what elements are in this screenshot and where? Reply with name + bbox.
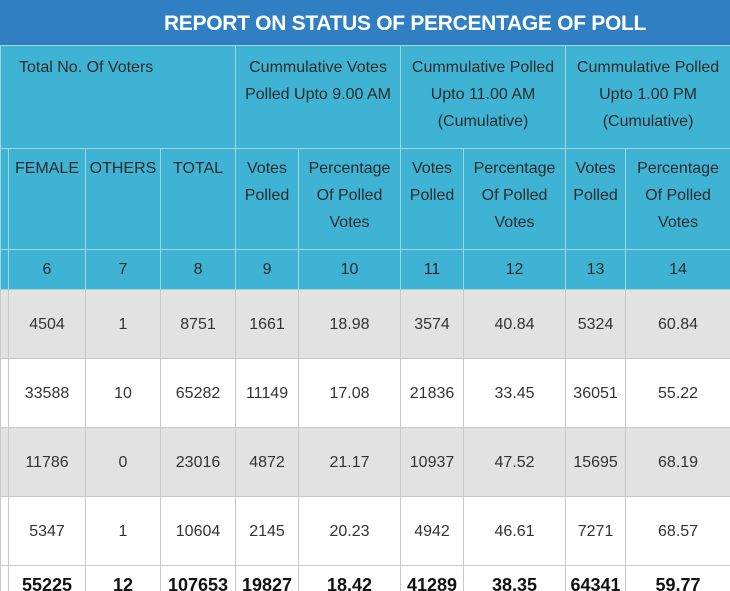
cropped-cell	[0, 249, 9, 290]
total-cell: 19827	[235, 565, 300, 591]
data-cell: 10604	[159, 496, 237, 566]
sub-header: TOTAL	[159, 148, 237, 250]
data-cell: 7271	[565, 496, 627, 566]
data-row: 11786 0 23016 4872 21.17 10937 47.52 15695 68.19	[0, 427, 730, 497]
data-cell: 5347	[8, 496, 86, 566]
sub-header: Votes Polled	[565, 148, 627, 250]
total-cell: 18.42	[298, 565, 402, 591]
data-cell: 3574	[400, 289, 465, 359]
data-row: 4504 1 8751 1661 18.98 3574 40.84 5324 60.84	[0, 289, 730, 359]
poll-table: Total No. Of Voters Cummulative Votes Pol…	[0, 45, 730, 591]
sub-header: Percentage Of Polled Votes	[625, 148, 730, 250]
data-cell: 65282	[159, 358, 237, 428]
column-number: 9	[235, 249, 300, 290]
data-cell: 23016	[159, 427, 237, 497]
group-header: Cummulative Votes Polled Upto 9.00 AM	[235, 45, 402, 149]
sub-header: OTHERS	[85, 148, 161, 250]
data-cell: 68.19	[625, 427, 730, 497]
total-row: 55225 12 107653 19827 18.42 41289 38.35 64341 59…	[0, 565, 730, 591]
data-cell: 36051	[565, 358, 627, 428]
data-cell: 33.45	[463, 358, 567, 428]
column-number: 8	[159, 249, 237, 290]
total-cell: 12	[85, 565, 161, 591]
data-cell: 18.98	[298, 289, 402, 359]
data-cell: 4872	[235, 427, 300, 497]
group-header: Total No. Of Voters	[0, 45, 237, 149]
total-cell: 59.77	[625, 565, 730, 591]
data-cell: 47.52	[463, 427, 567, 497]
data-row: 33588 10 65282 11149 17.08 21836 33.45 36051 55.…	[0, 358, 730, 428]
sub-header-row: FEMALE OTHERS TOTAL Votes Polled Percentage …	[0, 148, 730, 250]
cropped-cell	[0, 565, 9, 591]
data-cell: 33588	[8, 358, 86, 428]
data-cell: 60.84	[625, 289, 730, 359]
report-title: REPORT ON STATUS OF PERCENTAGE OF POLL	[0, 0, 730, 45]
group-header-row: Total No. Of Voters Cummulative Votes Pol…	[0, 45, 730, 149]
column-number: 13	[565, 249, 627, 290]
data-row: 5347 1 10604 2145 20.23 4942 46.61 7271 68.57	[0, 496, 730, 566]
data-cell: 1	[85, 289, 161, 359]
total-cell: 41289	[400, 565, 465, 591]
cropped-cell	[0, 148, 9, 250]
data-cell: 1661	[235, 289, 300, 359]
column-number: 14	[625, 249, 730, 290]
cropped-cell	[0, 289, 9, 359]
data-cell: 40.84	[463, 289, 567, 359]
column-number: 10	[298, 249, 402, 290]
total-cell: 64341	[565, 565, 627, 591]
data-cell: 21.17	[298, 427, 402, 497]
column-number: 11	[400, 249, 465, 290]
data-cell: 0	[85, 427, 161, 497]
data-cell: 11149	[235, 358, 300, 428]
data-cell: 1	[85, 496, 161, 566]
data-cell: 2145	[235, 496, 300, 566]
data-cell: 15695	[565, 427, 627, 497]
column-number: 6	[8, 249, 86, 290]
data-cell: 4504	[8, 289, 86, 359]
total-cell: 107653	[159, 565, 237, 591]
total-cell: 55225	[8, 565, 86, 591]
data-cell: 10	[85, 358, 161, 428]
data-cell: 11786	[8, 427, 86, 497]
data-cell: 8751	[159, 289, 237, 359]
cropped-cell	[0, 427, 9, 497]
total-cell: 38.35	[463, 565, 567, 591]
data-cell: 55.22	[625, 358, 730, 428]
cropped-cell	[0, 358, 9, 428]
column-number: 12	[463, 249, 567, 290]
group-header: Cummulative Polled Upto 11.00 AM (Cumula…	[400, 45, 567, 149]
data-cell: 17.08	[298, 358, 402, 428]
sub-header: Percentage Of Polled Votes	[463, 148, 567, 250]
data-cell: 5324	[565, 289, 627, 359]
data-cell: 20.23	[298, 496, 402, 566]
cropped-cell	[0, 496, 9, 566]
group-header: Cummulative Polled Upto 1.00 PM (Cumulat…	[565, 45, 730, 149]
data-cell: 10937	[400, 427, 465, 497]
sub-header: FEMALE	[8, 148, 86, 250]
data-cell: 21836	[400, 358, 465, 428]
data-cell: 4942	[400, 496, 465, 566]
column-number: 7	[85, 249, 161, 290]
sub-header: Votes Polled	[235, 148, 300, 250]
data-cell: 68.57	[625, 496, 730, 566]
data-cell: 46.61	[463, 496, 567, 566]
sub-header: Percentage Of Polled Votes	[298, 148, 402, 250]
sub-header: Votes Polled	[400, 148, 465, 250]
column-number-row: 6 7 8 9 10 11 12 13 14	[0, 249, 730, 290]
